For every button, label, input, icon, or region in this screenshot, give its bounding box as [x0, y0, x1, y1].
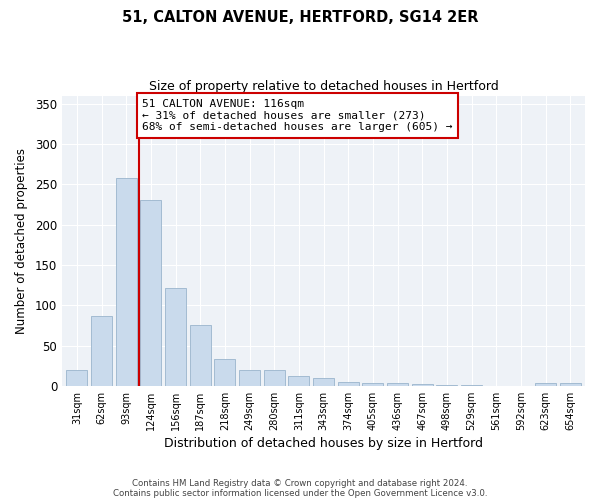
- Bar: [116, 178, 137, 386]
- Bar: [313, 378, 334, 386]
- Bar: [264, 370, 284, 386]
- Text: Contains public sector information licensed under the Open Government Licence v3: Contains public sector information licen…: [113, 488, 487, 498]
- Bar: [412, 384, 433, 386]
- Bar: [165, 288, 186, 386]
- Bar: [67, 370, 88, 386]
- Title: Size of property relative to detached houses in Hertford: Size of property relative to detached ho…: [149, 80, 499, 93]
- Text: Contains HM Land Registry data © Crown copyright and database right 2024.: Contains HM Land Registry data © Crown c…: [132, 478, 468, 488]
- Y-axis label: Number of detached properties: Number of detached properties: [15, 148, 28, 334]
- Bar: [560, 384, 581, 386]
- Bar: [362, 382, 383, 386]
- Bar: [140, 200, 161, 386]
- Bar: [91, 316, 112, 386]
- Text: 51, CALTON AVENUE, HERTFORD, SG14 2ER: 51, CALTON AVENUE, HERTFORD, SG14 2ER: [122, 10, 478, 25]
- Bar: [338, 382, 359, 386]
- Text: 51 CALTON AVENUE: 116sqm
← 31% of detached houses are smaller (273)
68% of semi-: 51 CALTON AVENUE: 116sqm ← 31% of detach…: [142, 99, 453, 132]
- X-axis label: Distribution of detached houses by size in Hertford: Distribution of detached houses by size …: [164, 437, 483, 450]
- Bar: [190, 324, 211, 386]
- Bar: [535, 384, 556, 386]
- Bar: [289, 376, 310, 386]
- Bar: [461, 385, 482, 386]
- Bar: [239, 370, 260, 386]
- Bar: [214, 359, 235, 386]
- Bar: [436, 385, 457, 386]
- Bar: [387, 384, 408, 386]
